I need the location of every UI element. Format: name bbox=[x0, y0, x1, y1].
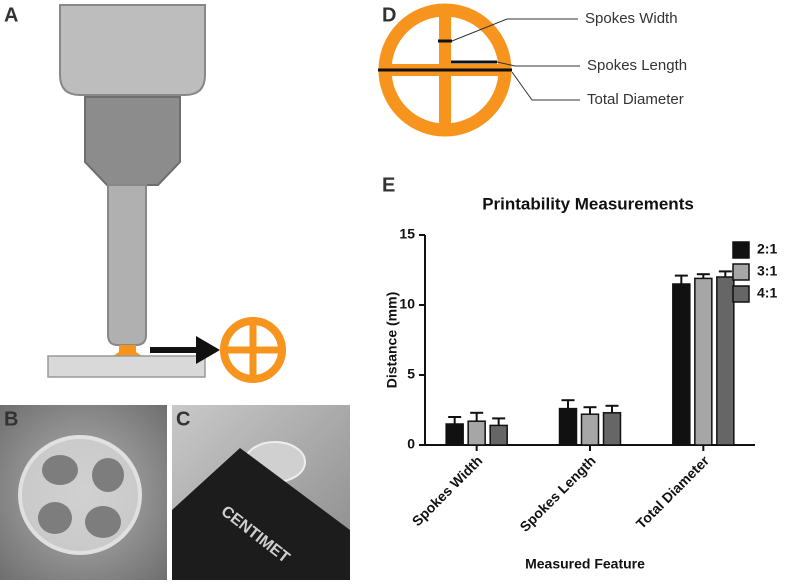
printer-drawing bbox=[47, 4, 286, 383]
photo-c: CENTIMET bbox=[172, 405, 350, 580]
spoke-diagram bbox=[378, 3, 580, 137]
x-tick-label: Spokes Width bbox=[409, 452, 486, 529]
legend-label: 4:1 bbox=[757, 285, 777, 301]
legend-swatch bbox=[732, 285, 750, 303]
x-tick-label: Spokes Length bbox=[516, 452, 598, 534]
diagram-label: Spokes Width bbox=[585, 10, 678, 27]
panel-label: B bbox=[4, 408, 18, 430]
y-tick-label: 0 bbox=[407, 436, 415, 452]
x-tick-label: Total Diameter bbox=[633, 452, 713, 532]
y-axis-label: Distance (mm) bbox=[384, 292, 400, 388]
bar bbox=[602, 412, 622, 446]
legend-swatch bbox=[732, 263, 750, 281]
y-tick-label: 15 bbox=[399, 226, 415, 242]
bar bbox=[489, 424, 508, 446]
x-axis-label: Measured Feature bbox=[525, 556, 645, 572]
legend-label: 2:1 bbox=[757, 241, 777, 257]
panel-label: D bbox=[382, 4, 396, 26]
bar bbox=[694, 277, 713, 446]
legend-swatch bbox=[732, 241, 750, 259]
bar bbox=[467, 420, 486, 446]
panel-label: E bbox=[382, 174, 395, 196]
bar bbox=[672, 283, 691, 446]
chart-title: Printability Measurements bbox=[482, 194, 694, 213]
legend-label: 3:1 bbox=[757, 263, 777, 279]
bar bbox=[445, 423, 464, 446]
diagram-label: Spokes Length bbox=[587, 57, 687, 74]
diagram-label: Total Diameter bbox=[587, 91, 684, 108]
bar bbox=[580, 413, 600, 446]
bar bbox=[716, 276, 735, 446]
y-tick-label: 5 bbox=[407, 366, 415, 382]
panel-label: A bbox=[4, 4, 18, 26]
y-tick-label: 10 bbox=[399, 296, 415, 312]
photo-b bbox=[0, 405, 167, 580]
bar bbox=[558, 407, 578, 446]
panel-label: C bbox=[176, 408, 190, 430]
